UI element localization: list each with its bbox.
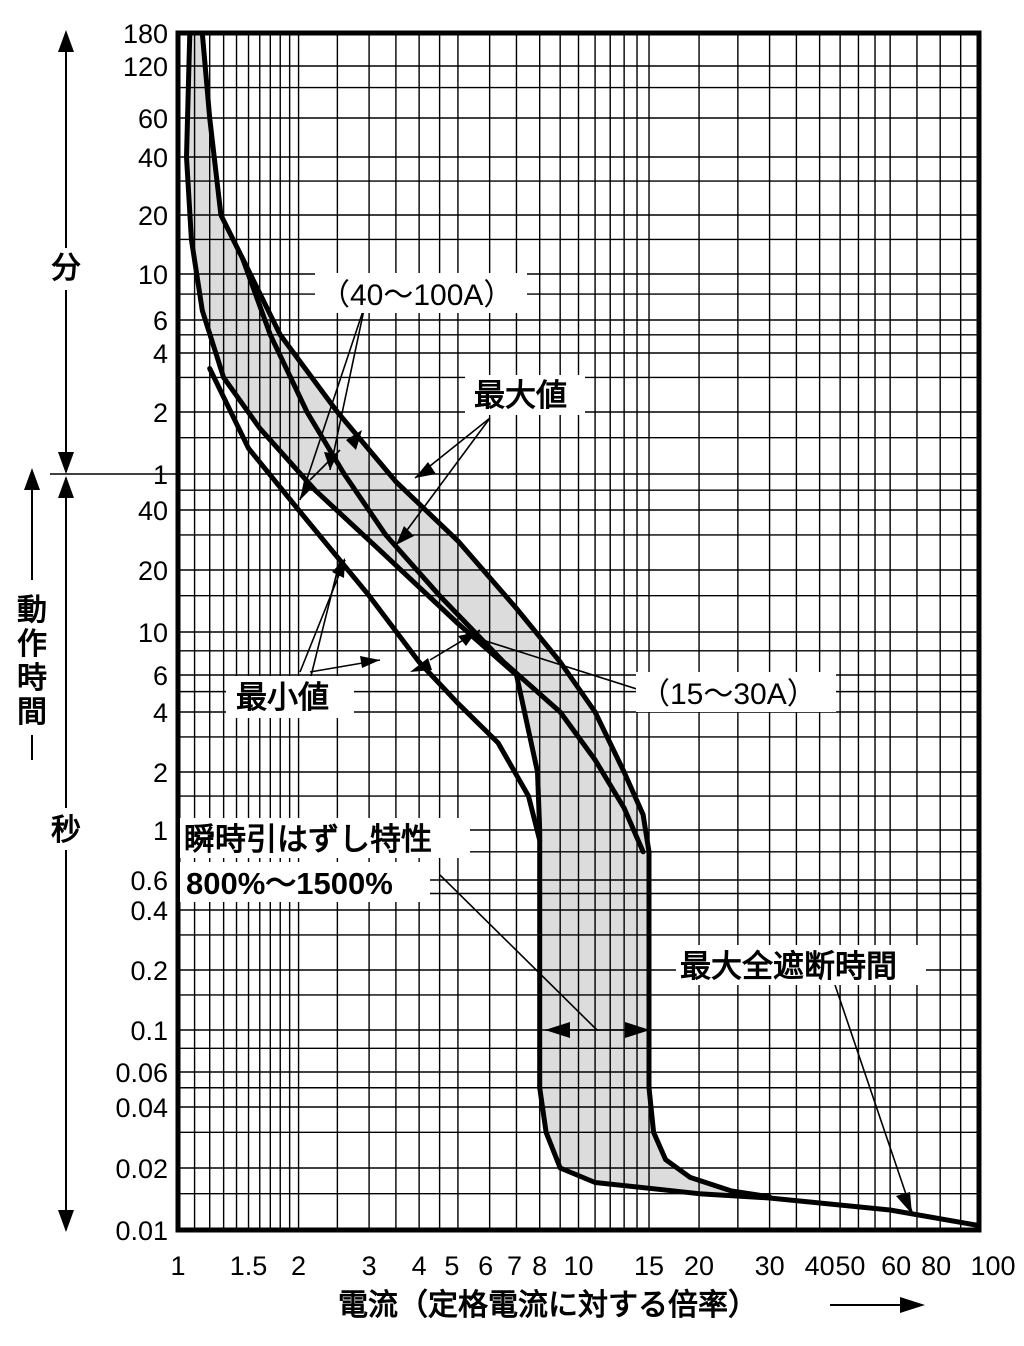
x-tick-label-1: 1.5 (230, 1251, 268, 1281)
x-tick-label-6: 6 (478, 1251, 493, 1281)
y-tick-labels: 18012060402010642140201064210.60.40.20.1… (115, 19, 168, 1246)
annotation-min-value: 最小値 (236, 680, 329, 715)
annotation-instant-trip-range: 800%〜1500% (186, 866, 393, 901)
x-tick-label-9: 10 (563, 1251, 593, 1281)
x-tick-label-7: 7 (507, 1251, 522, 1281)
x-tick-label-3: 3 (362, 1251, 377, 1281)
annotation-range-large: （40〜100A） (320, 279, 513, 312)
y-tick-label-11: 20 (138, 556, 168, 586)
y-tick-label-19: 0.2 (130, 956, 168, 986)
y-tick-label-8: 2 (153, 398, 168, 428)
x-tick-label-5: 5 (444, 1251, 459, 1281)
y-tick-label-10: 40 (138, 496, 168, 526)
trip-band (186, 33, 770, 1197)
x-tick-label-16: 80 (921, 1251, 951, 1281)
y-tick-label-21: 0.06 (115, 1058, 168, 1088)
y-tick-label-18: 0.4 (130, 896, 168, 926)
y-tick-label-2: 60 (138, 104, 168, 134)
y-tick-label-5: 10 (138, 260, 168, 290)
y-tick-label-24: 0.01 (115, 1216, 168, 1246)
annotation-max-value: 最大値 (474, 378, 567, 413)
y-tick-label-17: 0.6 (130, 866, 168, 896)
annotation-range-small: （15〜30A） (640, 678, 817, 711)
y-tick-label-13: 6 (153, 661, 168, 691)
shaded-trip-region (186, 33, 770, 1197)
y-tick-label-23: 0.02 (115, 1154, 168, 1184)
x-tick-label-2: 2 (291, 1251, 306, 1281)
x-axis-title: 電流（定格電流に対する倍率） (338, 1288, 758, 1322)
y-tick-label-3: 40 (138, 143, 168, 173)
curve-min-40-100A (207, 366, 543, 843)
minutes-unit-label: 分 (51, 252, 81, 285)
y-tick-label-0: 180 (123, 19, 168, 49)
x-tick-label-4: 4 (412, 1251, 427, 1281)
y-tick-label-4: 20 (138, 201, 168, 231)
x-tick-label-14: 50 (835, 1251, 865, 1281)
curves (184, 30, 982, 1229)
annotation-layer: 分 秒 動作時間 (17, 30, 926, 1322)
x-tick-label-11: 20 (684, 1251, 714, 1281)
x-tick-label-8: 8 (532, 1251, 547, 1281)
x-tick-label-0: 1 (170, 1251, 185, 1281)
y-tick-label-14: 4 (153, 698, 168, 728)
y-tick-label-12: 10 (138, 618, 168, 648)
y-axis-title: 動作時間 (17, 594, 47, 729)
x-tick-label-12: 30 (755, 1251, 785, 1281)
curve-max-40-100A (199, 30, 652, 855)
curve-interrupt-time (537, 1085, 982, 1229)
annotation-instant-trip: 瞬時引はずし特性 (184, 822, 432, 857)
y-tick-label-9: 1 (153, 460, 168, 490)
plot-border (175, 30, 982, 1233)
grid (178, 32, 979, 1230)
y-tick-label-1: 120 (123, 52, 168, 82)
y-tick-label-15: 2 (153, 758, 168, 788)
y-tick-label-7: 4 (153, 339, 168, 369)
curve-interrupt-time-max (646, 849, 773, 1200)
seconds-unit-label: 秒 (51, 814, 81, 847)
y-tick-label-16: 1 (153, 816, 168, 846)
x-tick-label-13: 40 (805, 1251, 835, 1281)
x-tick-labels: 1 1.5 2 3 4 5 6 7 8 10 15 20 30 40 50 60 80 100 (170, 1251, 1015, 1281)
x-tick-label-15: 60 (881, 1251, 911, 1281)
x-tick-label-10: 15 (634, 1251, 664, 1281)
plot-frame (175, 30, 982, 1233)
curve-min-15-30A (184, 30, 543, 1091)
y-tick-label-22: 0.04 (115, 1093, 168, 1123)
y-tick-label-6: 6 (153, 306, 168, 336)
annotation-max-interrupt: 最大全遮断時間 (680, 949, 897, 984)
curve-max-15-30A (240, 256, 646, 855)
x-tick-label-17: 100 (970, 1251, 1015, 1281)
y-tick-label-20: 0.1 (130, 1016, 168, 1046)
